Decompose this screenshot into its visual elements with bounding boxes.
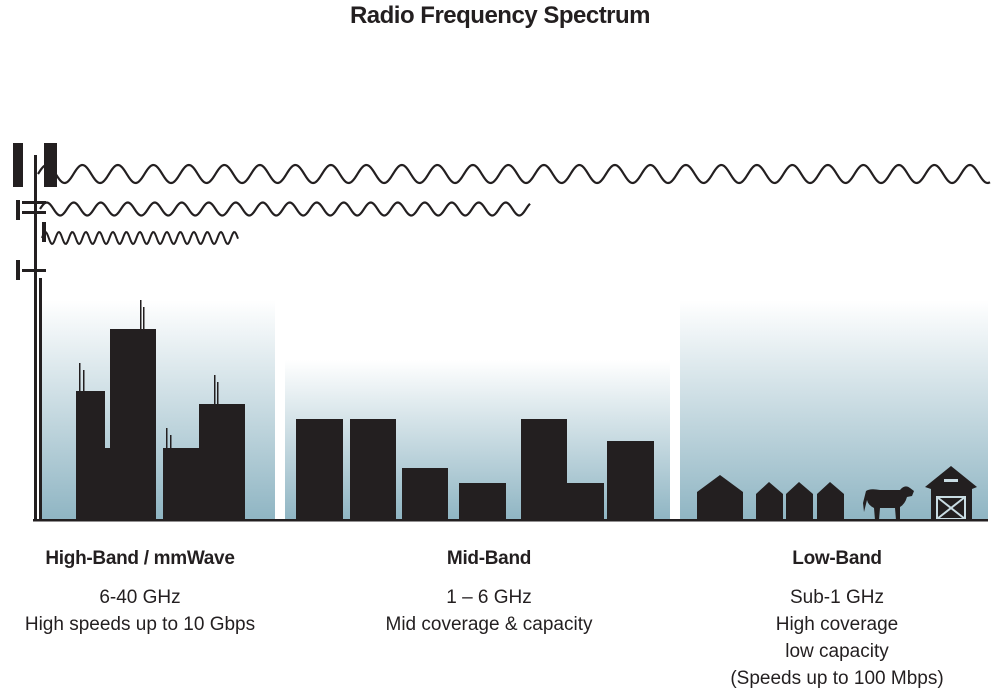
- low-band-wave: [37, 163, 991, 185]
- band-frequency: 1 – 6 GHz: [446, 587, 532, 608]
- barn-icon: [925, 466, 977, 521]
- cell-tower-icon: [13, 143, 57, 521]
- band-description: Mid coverage & capacity: [385, 614, 593, 635]
- band-frequency: 6-40 GHz: [99, 587, 181, 608]
- diagram-title: Radio Frequency Spectrum: [349, 2, 651, 29]
- band-speed: (Speeds up to 100 Mbps): [730, 668, 944, 689]
- band-description: low capacity: [785, 641, 889, 662]
- band-name: High-Band / mmWave: [45, 548, 235, 569]
- band-name: Mid-Band: [446, 548, 532, 569]
- high-band-label: High-Band / mmWave 6-40 GHz High speeds …: [0, 548, 300, 638]
- high-band-wave: [41, 230, 239, 246]
- band-name: Low-Band: [792, 548, 882, 569]
- mid-band-label: Mid-Band 1 – 6 GHz Mid coverage & capaci…: [329, 548, 649, 638]
- house-icon: [697, 475, 844, 521]
- ground-line: [33, 519, 988, 522]
- cow-icon: [863, 486, 914, 520]
- mid-band-wave: [39, 201, 531, 217]
- city-skyline-icon: [76, 300, 245, 521]
- low-band-label: Low-Band Sub-1 GHz High coverage low cap…: [677, 548, 997, 692]
- suburb-buildings-icon: [296, 419, 654, 521]
- band-description: High coverage: [775, 614, 899, 635]
- band-description: High speeds up to 10 Gbps: [24, 614, 256, 635]
- band-frequency: Sub-1 GHz: [790, 587, 884, 608]
